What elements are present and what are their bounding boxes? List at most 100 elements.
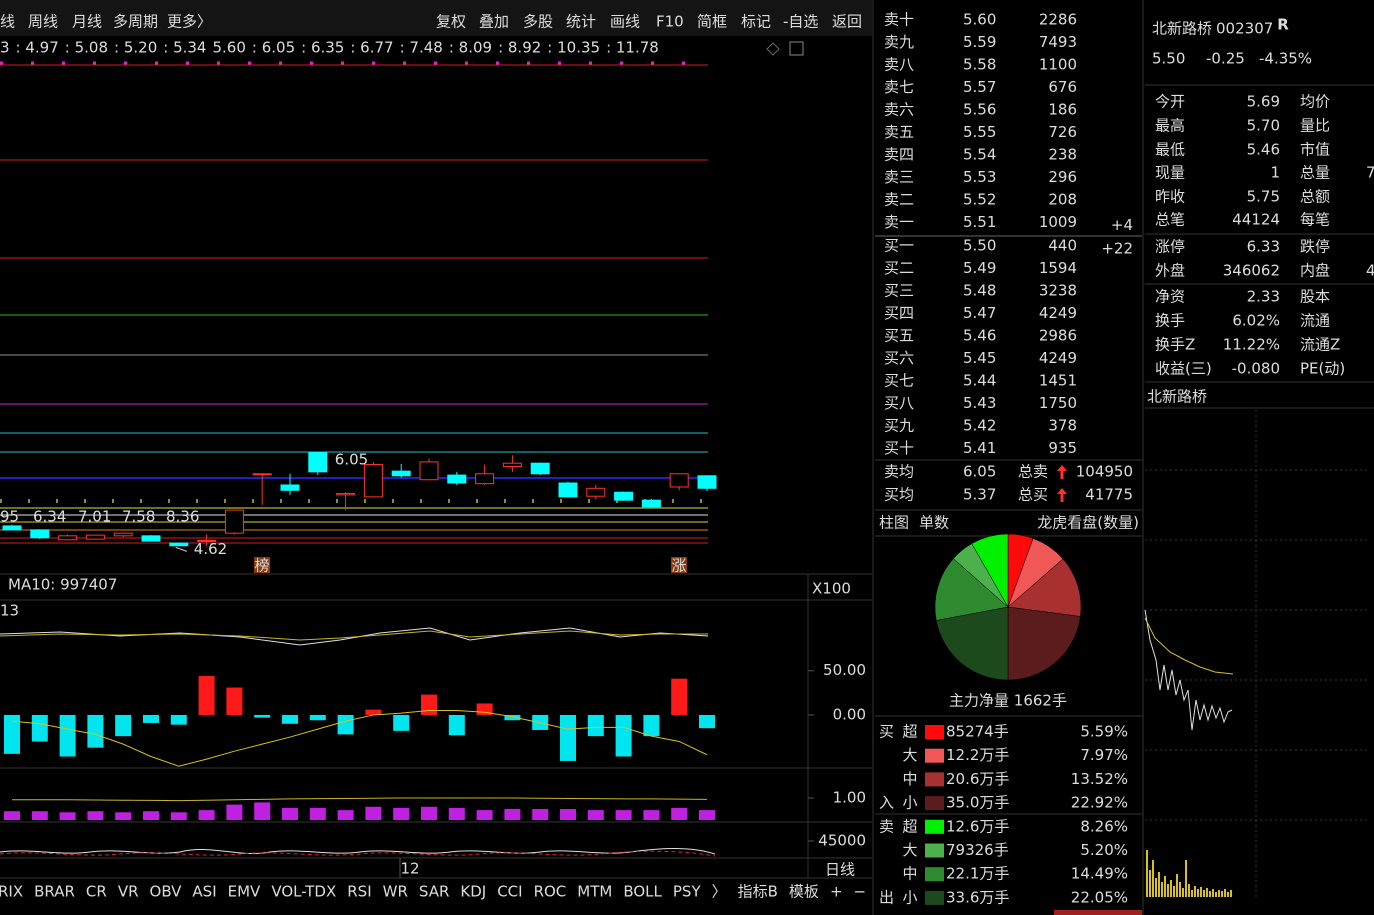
indicator-tab[interactable]: BOLL <box>623 883 662 901</box>
indicator-tab[interactable]: 指标B <box>738 883 778 901</box>
indicator-tab[interactable]: MTM <box>577 883 612 901</box>
candle-body <box>530 462 550 475</box>
flow-pct: 5.59% <box>1080 723 1128 741</box>
info-label: 昨收 <box>1155 188 1185 206</box>
toolbar-tab[interactable]: 多周期 <box>113 13 158 31</box>
info-label: 最低 <box>1155 141 1185 159</box>
toolbar-tab[interactable]: 周线 <box>28 13 58 31</box>
book-label: 卖五 <box>884 123 914 141</box>
indicator-line <box>0 630 708 641</box>
flow-size: 中 <box>902 770 917 788</box>
indicator-bar <box>198 810 215 820</box>
flow-swatch <box>925 772 944 787</box>
macd-bar <box>31 714 48 742</box>
indicator-tab[interactable]: RSI <box>347 883 371 901</box>
flow-swatch <box>925 725 944 739</box>
indicator-tab[interactable]: ROC <box>534 883 567 901</box>
pie-tab[interactable]: 柱图 <box>879 514 909 532</box>
info-label: 换手 <box>1155 312 1185 330</box>
book-volume: 726 <box>1048 123 1077 141</box>
indicator-tab[interactable]: WR <box>383 883 408 901</box>
book-price: 5.43 <box>963 394 996 412</box>
info-label: 收益(三) <box>1155 360 1212 378</box>
book-volume: 1594 <box>1039 259 1077 277</box>
ma-value: 3 <box>0 39 10 57</box>
macd-bar <box>587 714 604 737</box>
flow-size: 小 <box>902 888 917 906</box>
candle-body <box>141 535 161 542</box>
toolbar-button[interactable]: 统计 <box>566 13 596 31</box>
indicator-tab[interactable]: VOL-TDX <box>271 883 336 901</box>
toolbar-button[interactable]: 标记 <box>741 13 771 31</box>
candle-body <box>336 493 356 496</box>
info-value: 6.02% <box>1232 312 1280 330</box>
indicator-tab[interactable]: CCI <box>497 883 522 901</box>
candle-body <box>447 474 467 484</box>
flow-size: 大 <box>902 746 917 764</box>
candle-body <box>641 499 661 508</box>
mini-avg-line <box>1144 617 1234 675</box>
book-price: 5.42 <box>963 417 996 435</box>
high-label: 6.05 <box>335 451 368 469</box>
icon[interactable] <box>766 42 780 56</box>
info-label: 股本 <box>1300 288 1330 306</box>
indicator-tab[interactable]: KDJ <box>460 883 486 901</box>
indicator-tab[interactable]: VR <box>118 883 139 901</box>
flow-amount: 12.2万手 <box>946 746 1009 764</box>
arrow <box>175 546 187 552</box>
y-tick-label: 50.00 <box>823 661 866 679</box>
toolbar-button[interactable]: 多股 <box>523 13 553 31</box>
indicator-tab[interactable]: OBV <box>150 883 183 901</box>
indicator-tab[interactable]: 模板 <box>789 883 819 901</box>
indicator-tab[interactable]: BRAR <box>34 883 75 901</box>
book-change: +4 <box>1111 216 1133 234</box>
icon[interactable] <box>789 41 804 56</box>
toolbar-tab[interactable]: 更多〉 <box>167 13 212 31</box>
indicator-tab[interactable]: 〉 <box>712 883 727 901</box>
book-price: 5.52 <box>963 191 996 209</box>
indicator-tab[interactable]: SAR <box>419 883 449 901</box>
book-price: 5.50 <box>963 237 996 255</box>
book-price: 5.60 <box>963 11 996 29</box>
toolbar-button[interactable]: 简框 <box>697 13 727 31</box>
macd-bar <box>393 714 410 731</box>
indicator-tab[interactable]: EMV <box>228 883 261 901</box>
indicator-tab[interactable]: − <box>854 883 867 901</box>
toolbar-button[interactable]: 画线 <box>610 13 640 31</box>
flow-amount: 33.6万手 <box>946 888 1009 906</box>
indicator-tab[interactable]: PSY <box>673 883 702 901</box>
indicator-tab[interactable]: CR <box>86 883 107 901</box>
toolbar-bg <box>0 0 872 36</box>
macd-bar <box>115 714 132 737</box>
toolbar-button[interactable]: 复权 <box>436 13 466 31</box>
book-price: 5.57 <box>963 78 996 96</box>
candle-body <box>669 473 689 488</box>
indicator-tab[interactable]: ASI <box>192 883 216 901</box>
stock-flag: R <box>1277 16 1289 34</box>
indicator-tab[interactable]: + <box>830 883 843 901</box>
indicator-tab[interactable]: RIX <box>0 883 23 901</box>
flow-amount: 35.0万手 <box>946 794 1009 812</box>
book-change: +22 <box>1101 240 1133 258</box>
candle-body <box>30 529 50 539</box>
overlay-value: 95 <box>0 508 19 526</box>
info-value: 2.33 <box>1247 288 1280 306</box>
pie-tab[interactable]: 单数 <box>919 514 949 532</box>
up-arrow <box>1057 465 1067 479</box>
toolbar-button[interactable]: 叠加 <box>479 13 509 31</box>
info-value: 4 <box>1366 262 1374 280</box>
toolbar-tab[interactable]: 月线 <box>72 13 102 31</box>
info-label: 今开 <box>1155 93 1185 111</box>
candle-body <box>280 484 300 491</box>
indicator-line <box>12 797 708 802</box>
macd-bar <box>615 714 632 757</box>
toolbar-tab[interactable]: 线 <box>0 13 15 31</box>
toolbar-button[interactable]: 返回 <box>832 13 862 31</box>
info-value: 1 <box>1270 164 1280 182</box>
macd-bar <box>282 714 298 724</box>
toolbar-button[interactable]: -自选 <box>783 13 818 31</box>
toolbar-button[interactable]: F10 <box>656 13 684 31</box>
book-volume: 2286 <box>1039 11 1077 29</box>
candle-body <box>614 491 634 501</box>
book-label: 卖四 <box>884 146 914 164</box>
